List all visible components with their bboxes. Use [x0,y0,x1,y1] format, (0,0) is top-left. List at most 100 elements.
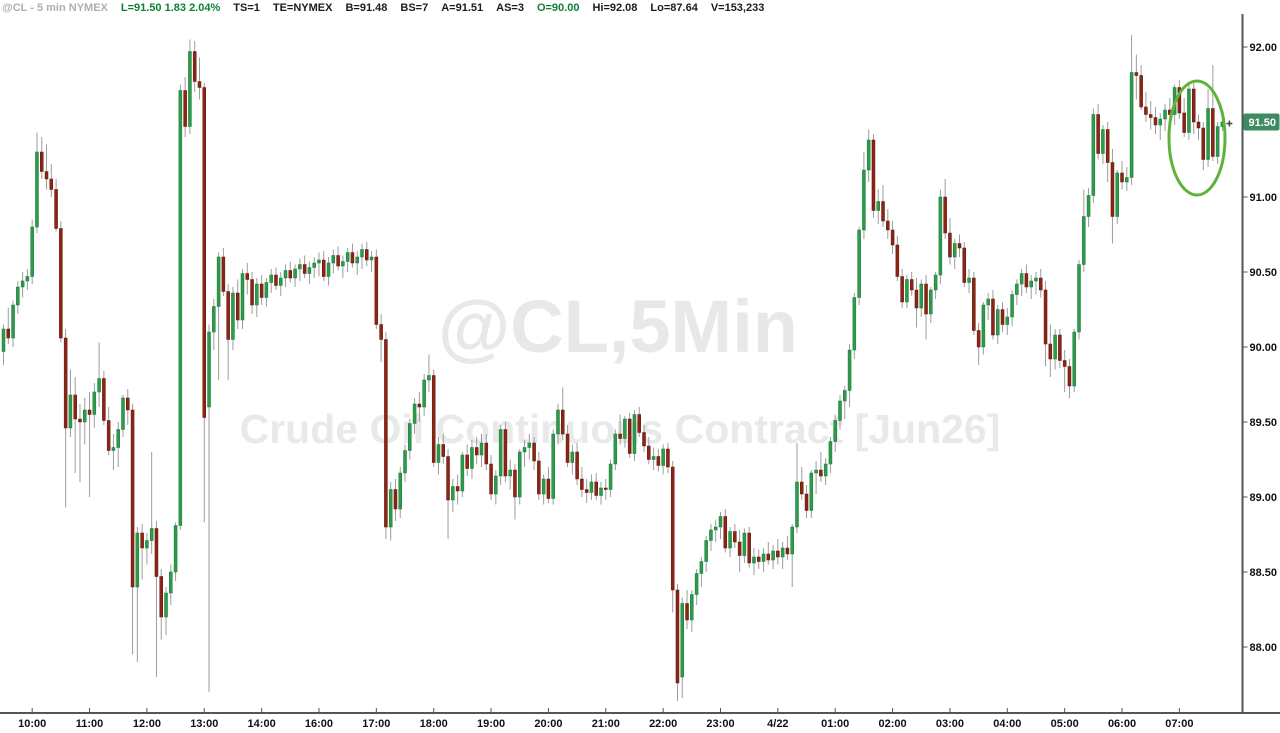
candle-body [599,487,603,496]
candle-body [747,532,751,564]
candle-body [489,463,493,495]
candle-body [613,433,618,465]
candle-body [952,243,957,258]
candle-body [1105,129,1110,163]
candle-body [403,450,407,474]
candle-body [154,528,159,577]
candle-body [843,390,847,402]
candle-body [771,550,775,561]
candle-body [618,433,622,439]
candle-body [876,201,880,211]
candle-body [857,229,861,298]
candle-body [494,475,498,495]
quote-field: Lo=87.64 [650,2,698,14]
candle-body [312,262,316,268]
candle-body [756,556,761,562]
candle-body [1077,264,1081,333]
candle-body [608,463,613,490]
candle-body [1144,106,1148,115]
candle-body [341,261,345,267]
candle-body [39,151,44,172]
candle-body [828,441,833,465]
time-tick-label: 17:00 [362,718,390,730]
candle-body [384,339,388,528]
candle-body [278,277,283,286]
candle-body [326,262,331,277]
candle-body [670,466,675,591]
time-tick-label: 20:00 [534,718,562,730]
candle-body [422,379,426,408]
current-bar-marker [1226,120,1233,127]
candle-body [11,304,15,339]
candle-body [728,531,732,549]
candle-body [255,283,259,306]
candle-body [140,532,144,549]
candle-body [675,589,680,684]
annotation-circle[interactable] [1167,79,1227,197]
candle-body [981,304,986,348]
candle-body [580,478,584,490]
candle-body [1029,280,1033,288]
candle-body [412,403,417,424]
candle-body [245,273,250,280]
candle-body [914,289,919,309]
candle-body [651,456,656,460]
candle-body [647,445,651,460]
candle-body [264,282,269,298]
candle-body [809,472,814,511]
price-tick-label: 89.00 [1250,492,1278,504]
time-tick-label: 02:00 [879,718,907,730]
candle-body [379,324,383,340]
candle-body [532,442,536,462]
candle-body [149,528,154,541]
candle-body [231,292,235,340]
time-tick-label: 03:00 [936,718,964,730]
candle-body [890,229,895,246]
candle-body [446,456,450,501]
candle-body [957,243,962,249]
candle-body [905,279,909,303]
candle-body [106,420,111,451]
candle-body [1000,309,1005,325]
candle-body [1067,366,1072,387]
candle-body [986,298,990,306]
candle-body [565,433,570,463]
price-tick-label: 91.00 [1250,192,1278,204]
candle-body [169,571,173,594]
candle-body [1120,172,1124,183]
quote-field: V=153,233 [710,2,765,14]
candle-body [943,196,947,234]
candle-body [1191,88,1196,123]
candle-body [87,409,92,415]
candle-body [92,391,97,415]
candle-body [1148,114,1153,118]
candle-body [972,277,976,331]
candle-body [54,189,58,229]
candle-body [212,306,216,333]
time-axis[interactable]: 10:00 11:00 12:00 13:00 14:00 16:00 17:00 18:00… [0,708,1280,730]
candle-body [197,81,202,88]
candle-body [68,394,73,429]
candle-body [102,378,106,421]
candle-body [1091,114,1096,196]
candle-body [909,279,914,291]
time-tick-label: 16:00 [305,718,333,730]
candle-body [164,592,168,618]
last-price-label: 91.50 [1249,117,1277,129]
time-tick-label: 11:00 [76,718,104,730]
candle-body [1139,75,1143,108]
candle-body [73,394,77,420]
candle-body [804,493,809,511]
candle-body [718,516,723,528]
candle-body [666,448,670,468]
candle-body [513,469,517,498]
candle-body [866,139,871,171]
candle-body [35,151,39,228]
candle-body [627,418,632,454]
candle-body [522,447,527,453]
candle-body [575,451,579,480]
price-axis[interactable]: 92.00 91.00 90.50 90.00 89.50 89.00 88.50 88.00 [1241,14,1278,713]
candle-body [948,232,952,258]
